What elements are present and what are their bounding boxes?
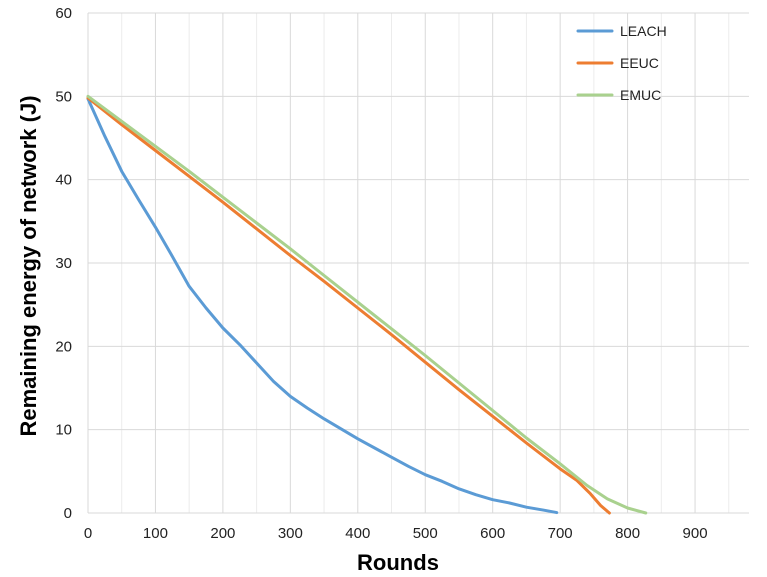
x-tick-label: 400 [345, 525, 370, 542]
x-tick-label: 100 [143, 525, 168, 542]
y-tick-label: 50 [55, 88, 72, 105]
series-line-eeuc [86, 96, 611, 515]
x-tick-label: 600 [480, 525, 505, 542]
legend-label-emuc: EMUC [620, 87, 661, 103]
y-tick-label: 30 [55, 255, 72, 272]
y-tick-label: 60 [55, 5, 72, 22]
legend-label-eeuc: EEUC [620, 55, 659, 71]
legend-label-leach: LEACH [620, 23, 667, 39]
series-lines [86, 94, 648, 515]
grid-lines [87, 12, 749, 514]
y-tick-label: 0 [64, 505, 72, 522]
series-line-leach [86, 97, 559, 515]
x-tick-label: 200 [210, 525, 235, 542]
x-tick-label: 0 [84, 525, 92, 542]
x-tick-label: 900 [683, 525, 708, 542]
y-axis-title: Remaining energy of network (J) [16, 95, 41, 436]
legend: LEACH EEUC EMUC [576, 23, 667, 103]
x-tick-label: 500 [413, 525, 438, 542]
x-tick-label: 300 [278, 525, 303, 542]
y-tick-label: 20 [55, 338, 72, 355]
tick-labels: 0 100 200 300 400 500 600 700 800 900 0 10 20 30 40 50 6… [55, 5, 707, 542]
x-axis-title: Rounds [357, 550, 439, 575]
y-tick-label: 10 [55, 422, 72, 439]
x-tick-label: 800 [615, 525, 640, 542]
x-tick-label: 700 [548, 525, 573, 542]
series-line-emuc [86, 94, 648, 515]
y-tick-label: 40 [55, 172, 72, 189]
